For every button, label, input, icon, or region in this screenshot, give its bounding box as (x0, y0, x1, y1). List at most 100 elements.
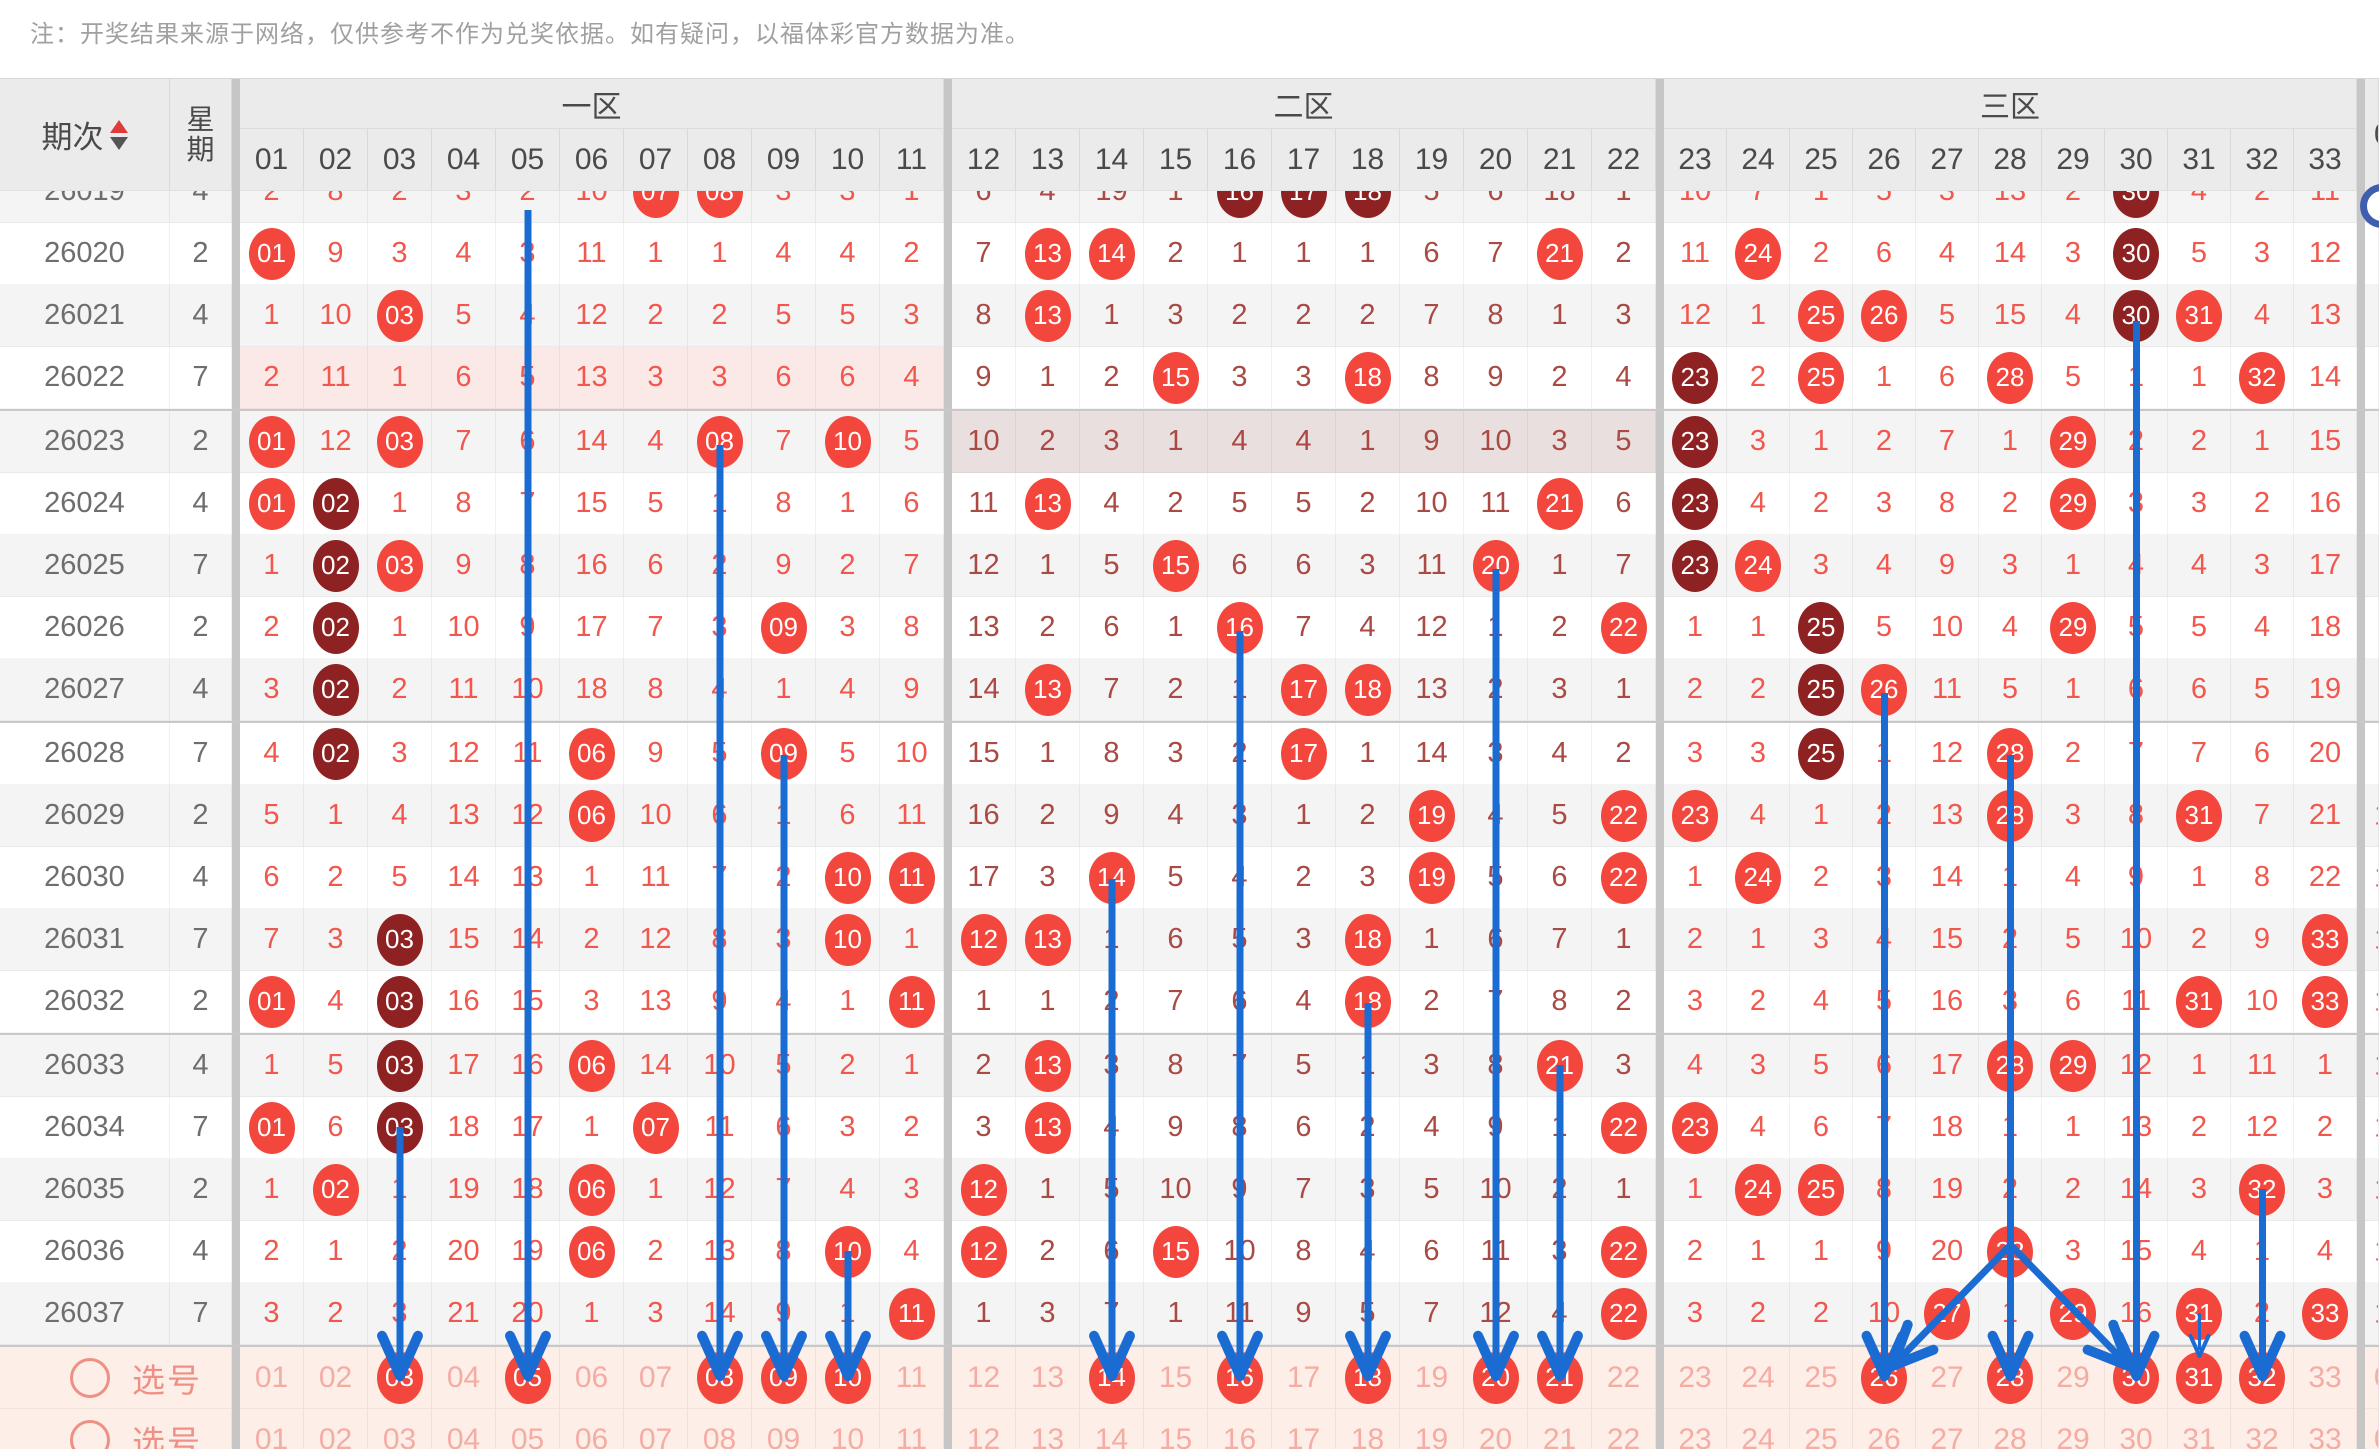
trend-cell: 8 (304, 191, 368, 223)
pick-number-19[interactable]: 19 (1400, 1409, 1464, 1449)
pick-number-26[interactable]: 26 (1853, 1409, 1916, 1449)
pick-number-18[interactable]: 18 (1336, 1409, 1400, 1449)
pick-number-09[interactable]: 09 (752, 1347, 816, 1409)
pick-number-08[interactable]: 08 (688, 1409, 752, 1449)
pick-number-30[interactable]: 30 (2105, 1409, 2168, 1449)
trend-cell: 5 (2231, 659, 2294, 721)
column-divider (944, 191, 952, 223)
pick-number-19[interactable]: 19 (1400, 1347, 1464, 1409)
pick-number-03[interactable]: 03 (368, 1409, 432, 1449)
pick-number-29[interactable]: 29 (2042, 1347, 2105, 1409)
drawn-number-ball: 13 (1025, 478, 1071, 530)
picked-number-ball[interactable]: 09 (761, 1352, 807, 1404)
column-divider (1656, 535, 1664, 597)
pick-number-25[interactable]: 25 (1790, 1409, 1853, 1449)
pick-number-06[interactable]: 06 (560, 1347, 624, 1409)
pick-number-15[interactable]: 15 (1144, 1347, 1208, 1409)
pick-number-28[interactable]: 28 (1979, 1347, 2042, 1409)
pick-number-11[interactable]: 11 (880, 1347, 944, 1409)
pick-number-21[interactable]: 21 (1528, 1409, 1592, 1449)
pick-number-33[interactable]: 33 (2294, 1409, 2357, 1449)
picked-number-ball[interactable]: 14 (1089, 1352, 1135, 1404)
pick-number-20[interactable]: 20 (1464, 1347, 1528, 1409)
trend-cell: 8 (1080, 723, 1144, 785)
pick-number-04[interactable]: 04 (432, 1409, 496, 1449)
pick-number-17[interactable]: 17 (1272, 1347, 1336, 1409)
pick-number-09[interactable]: 09 (752, 1409, 816, 1449)
drawn-number-ball: 06 (569, 1226, 615, 1278)
pick-number-23[interactable]: 23 (1664, 1347, 1727, 1409)
pick-number-22[interactable]: 22 (1592, 1347, 1656, 1409)
pick-number-07[interactable]: 07 (624, 1347, 688, 1409)
pick-number-27[interactable]: 27 (1916, 1347, 1979, 1409)
pick-number-23[interactable]: 23 (1664, 1409, 1727, 1449)
picked-number-ball[interactable]: 20 (1473, 1352, 1519, 1404)
pick-number-16[interactable]: 16 (1208, 1409, 1272, 1449)
picked-number-ball[interactable]: 18 (1345, 1352, 1391, 1404)
sort-arrows-icon[interactable] (110, 120, 128, 150)
trend-cell: 12 (496, 785, 560, 847)
picked-number-ball[interactable]: 21 (1537, 1352, 1583, 1404)
pick-number-16[interactable]: 16 (1208, 1347, 1272, 1409)
pick-number-12[interactable]: 12 (952, 1409, 1016, 1449)
pick-number-20[interactable]: 20 (1464, 1409, 1528, 1449)
picked-number-ball[interactable]: 31 (2176, 1352, 2222, 1404)
pick-number-04[interactable]: 04 (432, 1347, 496, 1409)
pick-number-31[interactable]: 31 (2168, 1409, 2231, 1449)
pick-number-15[interactable]: 15 (1144, 1409, 1208, 1449)
pick-number-33[interactable]: 33 (2294, 1347, 2357, 1409)
pick-number-05[interactable]: 05 (496, 1347, 560, 1409)
pick-number-13[interactable]: 13 (1016, 1409, 1080, 1449)
pick-number-27[interactable]: 27 (1916, 1409, 1979, 1449)
pick-number-17[interactable]: 17 (1272, 1409, 1336, 1449)
pick-number-26[interactable]: 26 (1853, 1347, 1916, 1409)
pick-number-12[interactable]: 12 (952, 1347, 1016, 1409)
trend-cell: 5 (880, 411, 944, 473)
picked-number-ball[interactable]: 16 (1217, 1352, 1263, 1404)
pick-number-05[interactable]: 05 (496, 1409, 560, 1449)
pick-number-01[interactable]: 01 (240, 1347, 304, 1409)
picked-number-ball[interactable]: 28 (1987, 1352, 2033, 1404)
picked-number-ball[interactable]: 05 (505, 1352, 551, 1404)
pick-number-11[interactable]: 11 (880, 1409, 944, 1449)
repeat-number-ball: 30 (2113, 191, 2159, 218)
picked-number-ball[interactable]: 32 (2239, 1352, 2285, 1404)
trend-cell: 1 (1016, 347, 1080, 409)
pick-number-25[interactable]: 25 (1790, 1347, 1853, 1409)
pick-number-28[interactable]: 28 (1979, 1409, 2042, 1449)
pick-row-radio[interactable] (70, 1420, 110, 1449)
picked-number-ball[interactable]: 10 (825, 1352, 871, 1404)
pick-number-29[interactable]: 29 (2042, 1409, 2105, 1449)
pick-number-22[interactable]: 22 (1592, 1409, 1656, 1449)
pick-row-radio[interactable] (70, 1358, 110, 1398)
pick-number-24[interactable]: 24 (1727, 1409, 1790, 1449)
pick-number-18[interactable]: 18 (1336, 1347, 1400, 1409)
header-period-sort[interactable]: 期次 (0, 79, 170, 191)
pick-number-21[interactable]: 21 (1528, 1347, 1592, 1409)
picked-number-ball[interactable]: 30 (2113, 1352, 2159, 1404)
pick-number-32[interactable]: 32 (2231, 1409, 2294, 1449)
pick-number-06[interactable]: 06 (560, 1409, 624, 1449)
picked-number-ball[interactable]: 08 (697, 1352, 743, 1404)
overflow-cell: 1 (2365, 909, 2379, 971)
picked-number-ball[interactable]: 03 (377, 1352, 423, 1404)
pick-number-10[interactable]: 10 (816, 1409, 880, 1449)
pick-number-03[interactable]: 03 (368, 1347, 432, 1409)
trend-cell: 7 (1400, 1283, 1464, 1345)
pick-number-30[interactable]: 30 (2105, 1347, 2168, 1409)
pick-number-13[interactable]: 13 (1016, 1347, 1080, 1409)
pick-number-10[interactable]: 10 (816, 1347, 880, 1409)
picked-number-ball[interactable]: 26 (1861, 1352, 1907, 1404)
pick-number-01[interactable]: 01 (240, 1409, 304, 1449)
pick-number-31[interactable]: 31 (2168, 1347, 2231, 1409)
pick-number-02[interactable]: 02 (304, 1347, 368, 1409)
trend-cell: 3 (1208, 347, 1272, 409)
pick-number-32[interactable]: 32 (2231, 1347, 2294, 1409)
pick-number-14[interactable]: 14 (1080, 1347, 1144, 1409)
pick-number-24[interactable]: 24 (1727, 1347, 1790, 1409)
pick-number-02[interactable]: 02 (304, 1409, 368, 1449)
pick-number-14[interactable]: 14 (1080, 1409, 1144, 1449)
pick-number-07[interactable]: 07 (624, 1409, 688, 1449)
pick-number-08[interactable]: 08 (688, 1347, 752, 1409)
